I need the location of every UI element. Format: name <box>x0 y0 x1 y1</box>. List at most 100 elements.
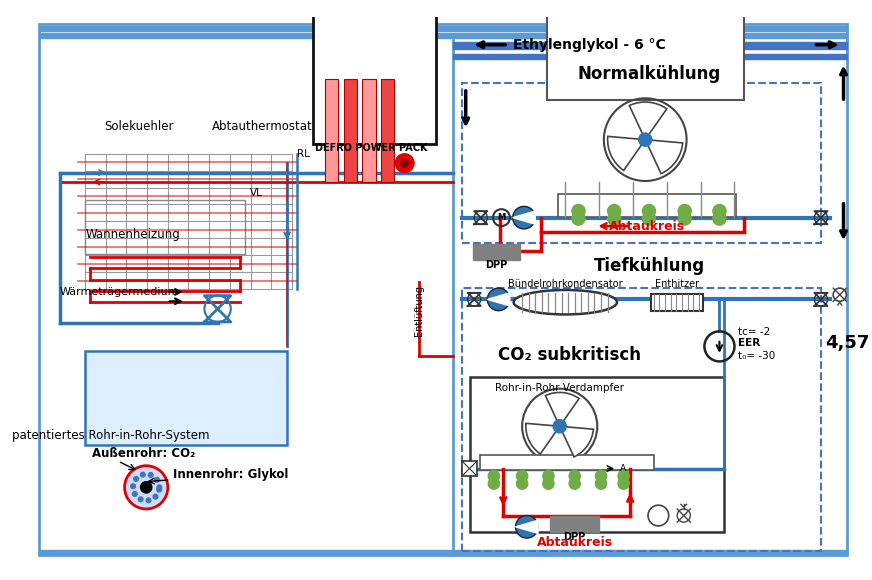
Text: A: A <box>620 464 626 473</box>
Bar <box>550 516 599 532</box>
Bar <box>470 378 724 532</box>
Text: patentiertes Rohr-in-Rohr-System: patentiertes Rohr-in-Rohr-System <box>11 429 209 443</box>
Bar <box>558 194 736 217</box>
Text: Außenrohr: CO₂: Außenrohr: CO₂ <box>92 447 195 461</box>
Circle shape <box>713 212 726 225</box>
Circle shape <box>542 470 554 482</box>
Circle shape <box>643 212 656 225</box>
Circle shape <box>125 466 167 509</box>
Text: CO₂ subkritisch: CO₂ subkritisch <box>498 346 641 364</box>
Ellipse shape <box>514 290 617 314</box>
Text: tᴄ= -2: tᴄ= -2 <box>739 327 771 337</box>
Text: DPP: DPP <box>486 260 508 270</box>
Bar <box>453 54 848 59</box>
Circle shape <box>487 288 510 311</box>
Circle shape <box>608 205 621 218</box>
Circle shape <box>488 478 500 490</box>
Circle shape <box>516 478 528 490</box>
Polygon shape <box>515 520 538 534</box>
Text: DPP: DPP <box>563 532 586 542</box>
Circle shape <box>608 212 621 225</box>
Circle shape <box>131 484 135 488</box>
Circle shape <box>643 205 656 218</box>
Circle shape <box>146 498 151 503</box>
Wedge shape <box>560 426 594 457</box>
Circle shape <box>488 470 500 482</box>
Text: EER: EER <box>739 338 760 349</box>
Circle shape <box>596 478 607 490</box>
Circle shape <box>713 205 726 218</box>
Text: Entlüftung: Entlüftung <box>413 285 424 336</box>
Text: 4,57: 4,57 <box>825 334 869 352</box>
Circle shape <box>572 205 585 218</box>
Wedge shape <box>645 140 683 173</box>
Bar <box>651 293 704 311</box>
Circle shape <box>133 492 137 496</box>
Text: Innenrohr: Glykol: Innenrohr: Glykol <box>173 468 288 481</box>
Circle shape <box>139 497 143 502</box>
Polygon shape <box>487 293 510 306</box>
Wedge shape <box>608 136 645 171</box>
Circle shape <box>140 472 145 477</box>
Text: VL: VL <box>249 188 262 198</box>
Circle shape <box>157 487 161 492</box>
Circle shape <box>133 477 139 481</box>
Bar <box>547 0 744 100</box>
Wedge shape <box>526 423 560 454</box>
Text: Ethylenglykol - 6 °C: Ethylenglykol - 6 °C <box>513 38 665 52</box>
Circle shape <box>572 212 585 225</box>
Text: RL: RL <box>296 148 310 158</box>
Text: Wärmeträgermedium: Wärmeträgermedium <box>60 287 180 297</box>
Circle shape <box>553 420 566 433</box>
Bar <box>324 78 338 182</box>
Bar <box>462 288 821 551</box>
Text: M: M <box>497 213 506 222</box>
Text: Tiefkühlung: Tiefkühlung <box>594 257 705 275</box>
Bar <box>473 244 521 260</box>
Circle shape <box>516 470 528 482</box>
Text: Abtaukreis: Abtaukreis <box>609 220 685 233</box>
Circle shape <box>401 160 408 167</box>
Bar <box>363 78 376 182</box>
Circle shape <box>153 494 158 499</box>
Text: t₀= -30: t₀= -30 <box>739 350 775 361</box>
Bar <box>462 84 821 243</box>
Circle shape <box>154 477 160 482</box>
Text: Bündelrohrkondensator: Bündelrohrkondensator <box>508 279 623 289</box>
Polygon shape <box>513 211 535 224</box>
Text: Wannenheizung: Wannenheizung <box>85 229 180 241</box>
Text: Rohr-in-Rohr Verdampfer: Rohr-in-Rohr Verdampfer <box>495 383 624 393</box>
Bar <box>85 351 287 445</box>
Wedge shape <box>630 102 667 140</box>
Circle shape <box>596 470 607 482</box>
Circle shape <box>140 482 152 493</box>
Bar <box>453 42 848 49</box>
Circle shape <box>515 516 538 538</box>
Bar <box>462 461 477 476</box>
Circle shape <box>569 470 581 482</box>
Circle shape <box>542 478 554 490</box>
Circle shape <box>148 473 153 477</box>
Circle shape <box>638 133 651 146</box>
Text: Abtaukreis: Abtaukreis <box>536 535 613 549</box>
Wedge shape <box>545 393 579 426</box>
Bar <box>39 550 848 555</box>
Circle shape <box>569 478 581 490</box>
Circle shape <box>395 154 414 172</box>
Text: Enthitzer: Enthitzer <box>655 279 699 289</box>
Bar <box>39 26 848 31</box>
Bar <box>39 34 848 38</box>
Circle shape <box>513 206 535 229</box>
Bar <box>381 78 394 182</box>
Circle shape <box>678 212 691 225</box>
Text: DEFRO POWER PACK: DEFRO POWER PACK <box>316 143 428 153</box>
Text: Normalkühlung: Normalkühlung <box>577 64 720 82</box>
Bar <box>313 0 436 144</box>
Bar <box>480 455 654 470</box>
Text: Abtauthermostat: Abtauthermostat <box>212 120 313 133</box>
Bar <box>85 200 245 254</box>
Text: Solekuehler: Solekuehler <box>104 120 174 133</box>
Circle shape <box>678 205 691 218</box>
Circle shape <box>618 478 630 490</box>
Bar <box>344 78 357 182</box>
